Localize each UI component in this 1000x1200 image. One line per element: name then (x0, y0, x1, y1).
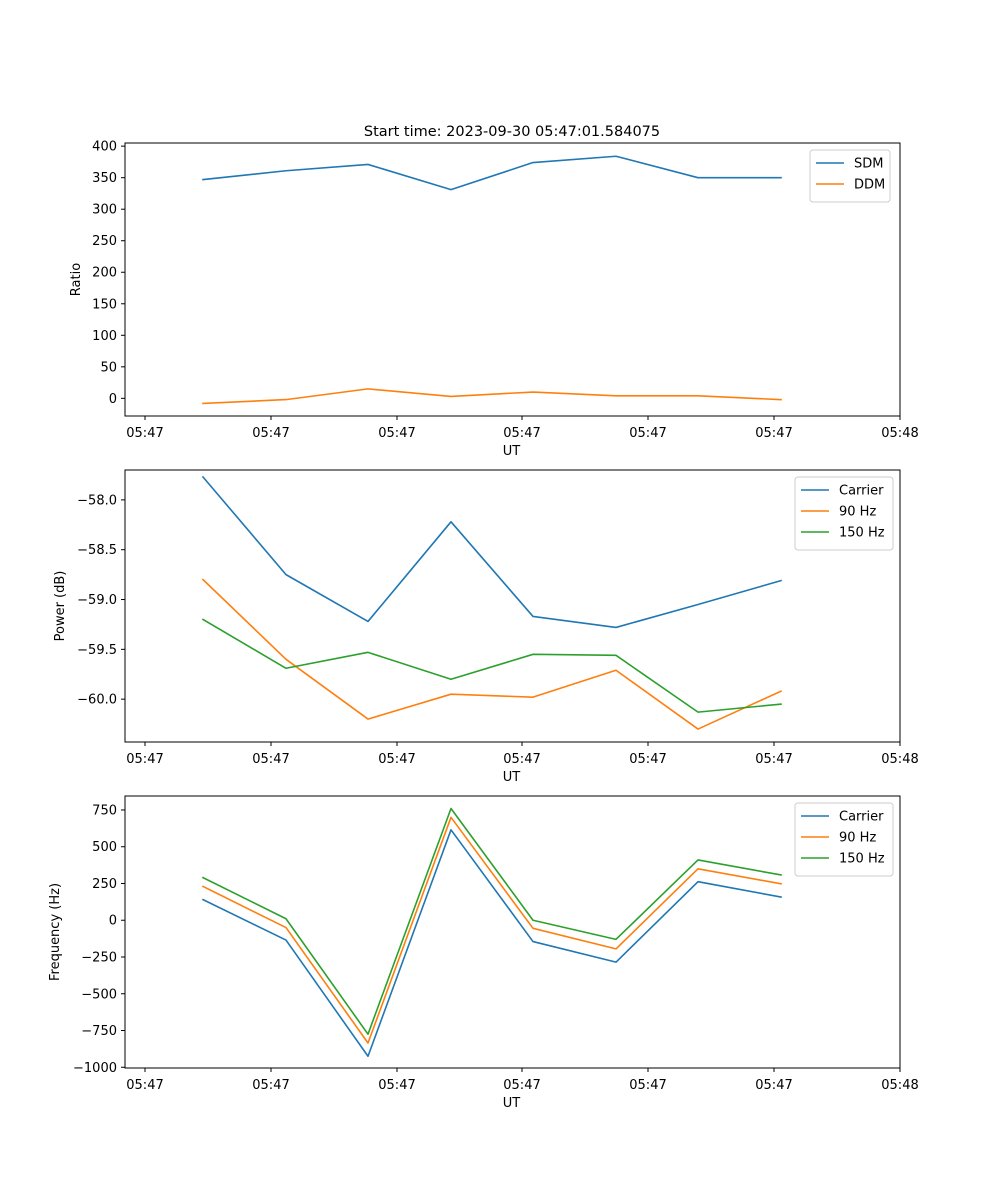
x-tick-label: 05:47 (378, 1078, 415, 1093)
y-tick-label: 100 (92, 329, 117, 344)
y-tick-label: −58.5 (77, 543, 117, 558)
x-tick-label: 05:47 (252, 426, 289, 441)
y-tick-label: −59.0 (77, 593, 117, 608)
x-tick-label: 05:47 (755, 752, 792, 767)
legend-label-90-hz: 90 Hz (839, 505, 876, 520)
subplot-1: 05:47 05:47 05:47 05:47 05:47 05:47 05:48 0 50 10… (69, 140, 919, 459)
x-tick-label: 05:48 (881, 752, 918, 767)
series-line-carrier (201, 475, 782, 629)
x-tick-label: 05:47 (252, 1078, 289, 1093)
x-axis-label: UT (503, 444, 521, 459)
x-tick-label: 05:47 (755, 426, 792, 441)
y-tick-label: 500 (92, 840, 117, 855)
x-tick-label: 05:47 (629, 426, 666, 441)
x-axis-label: UT (503, 1096, 521, 1111)
x-tick-label: 05:48 (881, 426, 918, 441)
y-tick-label: −750 (81, 1024, 117, 1039)
subplot-3: 05:47 05:47 05:47 05:47 05:47 05:47 05:48 −1000… (48, 795, 919, 1111)
y-tick-label: −58.0 (77, 493, 117, 508)
series-line-carrier (201, 829, 782, 1058)
x-tick-label: 05:47 (126, 426, 163, 441)
y-tick-label: 250 (92, 234, 117, 249)
y-tick-label: 750 (92, 803, 117, 818)
y-tick-label: 150 (92, 297, 117, 312)
x-tick-label: 05:47 (503, 752, 540, 767)
y-tick-label: −1000 (73, 1061, 117, 1076)
legend-label-carrier: Carrier (839, 810, 884, 825)
y-tick-label: −500 (81, 987, 117, 1002)
series-line-90-hz (201, 578, 783, 730)
legend-label-ddm: DDM (854, 178, 885, 193)
y-tick-label: −59.5 (77, 643, 117, 658)
x-tick-label: 05:47 (503, 1078, 540, 1093)
x-tick-label: 05:47 (378, 426, 415, 441)
y-axis-label: Ratio (69, 263, 84, 296)
x-tick-label: 05:48 (881, 1078, 918, 1093)
y-tick-label: 0 (109, 914, 117, 929)
figure-title: Start time: 2023-09-30 05:47:01.584075 (364, 124, 660, 140)
legend-label-90-hz: 90 Hz (839, 831, 876, 846)
x-tick-label: 05:47 (126, 752, 163, 767)
series-line-150-hz (201, 618, 782, 713)
series-line-90-hz (201, 816, 782, 1044)
axes-frame (124, 795, 901, 1069)
series-line-ddm (202, 388, 782, 405)
legend-label-sdm: SDM (854, 157, 883, 172)
legend: Carrier 90 Hz 150 Hz (794, 802, 894, 877)
legend: SDM DDM (809, 149, 891, 203)
series-line-sdm (202, 155, 782, 191)
y-axis-label: Frequency (Hz) (48, 883, 63, 981)
x-axis-label: UT (503, 770, 521, 785)
legend: Carrier 90 Hz 150 Hz (794, 476, 894, 551)
y-tick-label: 250 (92, 877, 117, 892)
legend-label-150-hz: 150 Hz (839, 526, 885, 541)
x-tick-label: 05:47 (252, 752, 289, 767)
y-tick-label: 200 (92, 266, 117, 281)
y-tick-label: 400 (92, 140, 117, 155)
x-tick-label: 05:47 (629, 1078, 666, 1093)
plots-container: 05:47 05:47 05:47 05:47 05:47 05:47 05:48 0 50 10… (48, 140, 919, 1111)
y-tick-label: 50 (100, 360, 117, 375)
x-tick-label: 05:47 (755, 1078, 792, 1093)
axes-frame (124, 142, 901, 417)
axes-frame (124, 469, 901, 743)
x-tick-label: 05:47 (503, 426, 540, 441)
subplot-2: 05:47 05:47 05:47 05:47 05:47 05:47 05:48 −60.0… (53, 469, 919, 785)
x-tick-label: 05:47 (378, 752, 415, 767)
legend-label-carrier: Carrier (839, 484, 884, 499)
y-tick-label: −250 (81, 950, 117, 965)
series-line-150-hz (201, 807, 782, 1035)
x-tick-label: 05:47 (629, 752, 666, 767)
legend-label-150-hz: 150 Hz (839, 852, 885, 867)
y-tick-label: 300 (92, 203, 117, 218)
y-tick-label: −60.0 (77, 693, 117, 708)
y-tick-label: 350 (92, 171, 117, 186)
y-tick-label: 0 (109, 392, 117, 407)
y-axis-label: Power (dB) (53, 571, 68, 642)
x-tick-label: 05:47 (126, 1078, 163, 1093)
